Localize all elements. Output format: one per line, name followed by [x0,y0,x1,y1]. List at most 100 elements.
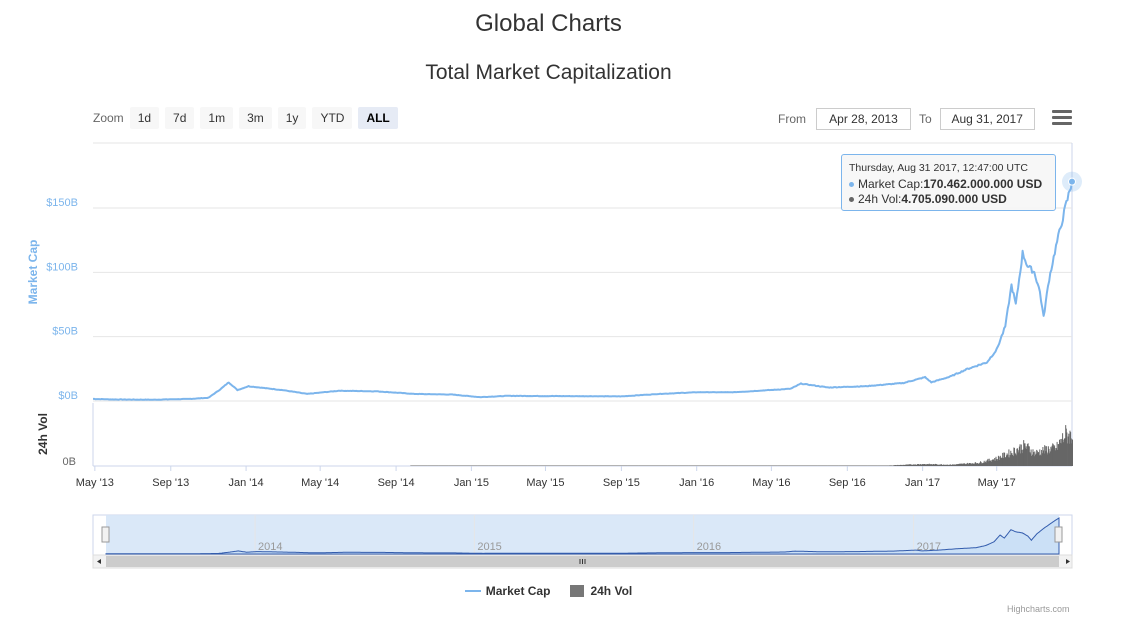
navigator-handle-left[interactable] [101,526,110,543]
volume-bar [1070,432,1072,466]
volume-bar [822,465,823,466]
volume-bar [902,465,904,466]
volume-bar [708,465,710,466]
volume-bar [1013,447,1015,466]
volume-bar [946,464,948,466]
volume-bar [944,464,946,466]
volume-bar [917,464,919,466]
volume-bar [765,465,767,466]
volume-bar [517,465,519,466]
volume-bar [606,465,608,466]
volume-bar [512,465,514,466]
volume-bar [872,465,874,466]
legend-item-market-cap[interactable]: Market Cap [464,584,551,598]
zoom-7d-button[interactable]: 7d [165,107,195,129]
volume-bar [526,465,528,466]
volume-bar [958,463,960,466]
volume-bar [851,465,852,466]
hamburger-menu-icon[interactable] [1052,110,1072,128]
volume-bar [599,465,601,466]
volume-bar [671,465,673,466]
volume-bar [851,465,853,466]
volume-bar [565,465,567,466]
volume-bar [699,465,701,466]
volume-bar [963,463,965,466]
volume-bar [794,465,796,466]
credits-link[interactable]: Highcharts.com [1007,604,1070,614]
volume-bar [410,465,412,466]
volume-bar [445,465,447,466]
volume-bar [965,463,967,466]
volume-bar [1050,446,1052,466]
volume-bar [541,465,543,466]
zoom-1d-button[interactable]: 1d [129,107,160,129]
to-date-input[interactable] [939,108,1035,130]
volume-bar [606,465,607,466]
volume-bar [638,465,640,466]
volume-bar [443,465,445,466]
scrollbar-right-arrow-icon[interactable] [1066,559,1070,564]
scrollbar-left-arrow-icon[interactable] [97,559,101,564]
y-axis-ticks: $0B $50B $100B $150B 0B [46,197,78,468]
volume-bar [942,465,944,466]
volume-bar [950,465,952,466]
volume-bar [1025,446,1027,466]
volume-bar [871,465,873,466]
volume-bar [673,465,675,466]
zoom-1m-button[interactable]: 1m [200,107,234,129]
volume-bar [859,465,860,466]
zoom-all-button[interactable]: ALL [358,107,398,129]
volume-bar [657,465,659,466]
zoom-3m-button[interactable]: 3m [239,107,272,129]
volume-bar [728,465,730,466]
volume-bar [693,465,694,466]
zoom-1y-button[interactable]: 1y [277,107,307,129]
volume-bar [515,465,517,466]
x-tick-label: Sep '14 [378,477,415,489]
volume-bar [612,465,614,466]
volume-bar [566,465,568,466]
volume-bar [723,465,725,466]
volume-bar [615,465,617,466]
volume-bar [1038,452,1039,466]
volume-bar [978,463,980,466]
volume-bar [786,465,788,466]
volume-bar [736,465,738,466]
volume-bar [925,464,927,466]
volume-bar [933,464,935,466]
zoom-label: Zoom [93,111,124,125]
volume-bar [611,465,613,466]
volume-bar [532,465,534,466]
volume-bar [464,465,465,466]
volume-bar [951,464,952,466]
volume-bar [949,464,951,466]
volume-bar [425,465,427,466]
volume-bar [802,465,804,466]
volume-bar [715,465,717,466]
volume-bar [614,465,615,466]
hover-point[interactable] [1068,177,1076,186]
volume-bar [683,465,685,466]
volume-bar [857,465,859,466]
chart-title: Total Market Capitalization [425,61,672,84]
volume-bar [953,464,955,466]
navigator-selection[interactable] [106,515,1059,555]
volume-bar [507,465,509,466]
volume-bar [1041,450,1043,466]
volume-bar [686,465,688,466]
volume-bar [980,461,981,466]
volume-bar [437,465,439,466]
from-date-input[interactable] [816,108,911,130]
volume-bar [838,465,840,466]
volume-bar [804,465,806,466]
volume-bar [868,465,870,466]
x-axis-ticks: May '13 Sep '13 Jan '14 May '14 Sep '14 Jan '… [76,466,1016,489]
legend-item-volume[interactable]: 24h Vol [570,584,632,598]
volume-bar [1009,457,1010,466]
volume-bar [1019,444,1021,466]
volume-bar [643,465,645,466]
legend-label-market-cap: Market Cap [485,584,551,598]
navigator-handle-right[interactable] [1054,526,1063,543]
volume-bar [538,465,540,466]
zoom-ytd-button[interactable]: YTD [312,107,353,129]
